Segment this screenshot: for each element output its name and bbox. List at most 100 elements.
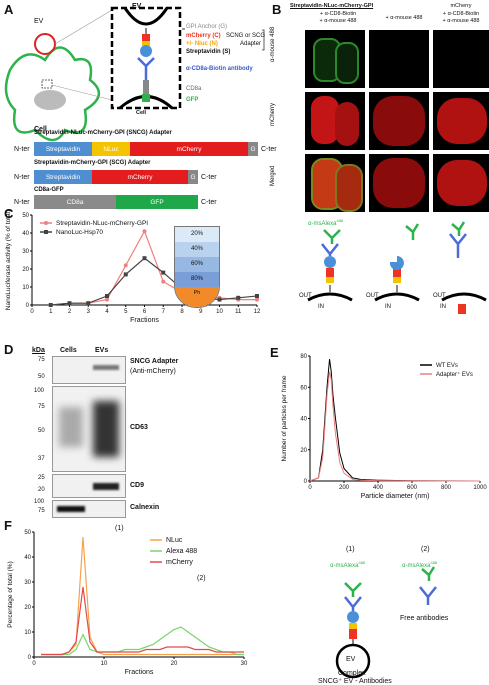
data-point	[105, 294, 109, 298]
seg-gpi-2: G	[188, 170, 198, 184]
nter-3: N-ter	[14, 199, 30, 206]
series-line-2	[41, 586, 244, 656]
construct-title-cd8a: CD8a-GFP	[34, 187, 64, 193]
d-m2-37: 37	[38, 456, 45, 462]
x-tick-label: 3	[87, 309, 91, 315]
construct-title-scg: Streptavidin-mCherry-GPI (SCG) Adapter	[34, 160, 151, 166]
x-tick-label: 6	[143, 309, 147, 315]
d-row4-label: Calnexin	[130, 504, 160, 511]
b-schematic	[307, 221, 487, 314]
series-line-1	[41, 626, 244, 656]
panel-label-c: C	[4, 206, 14, 221]
panel-label-d: D	[4, 342, 14, 357]
y-tick-label: 50	[24, 530, 31, 536]
b-row-label-1: α-mouse 488	[270, 26, 276, 62]
d-kda: kDa	[32, 347, 45, 354]
series-line-1	[309, 371, 480, 482]
adapter-label-2: Adapter	[240, 41, 262, 47]
mcherry-block	[142, 34, 150, 42]
b-in-1: IN	[318, 304, 324, 310]
series-line-1	[50, 257, 258, 306]
nucleus	[34, 90, 66, 110]
gradient-80: 80%	[175, 272, 219, 287]
b-row-label-2: mCherry	[270, 102, 276, 126]
cter-3: C-ter	[201, 199, 217, 206]
micro-r2-c2	[369, 92, 429, 150]
zoom-box	[41, 79, 53, 89]
legend-label: Adapter⁺ EVs	[436, 371, 473, 378]
data-point	[67, 301, 72, 306]
y-axis-label: Number of particles per frame	[281, 375, 288, 461]
micro-r2-c3	[433, 92, 489, 150]
panel-label-b: B	[272, 2, 282, 17]
d-row2-label: CD63	[130, 424, 148, 431]
y-tick-label: 40	[300, 417, 307, 423]
f-free-label: Free antibodies	[400, 615, 449, 622]
blot-cd9	[52, 474, 126, 498]
legend-label: mCherry	[166, 559, 193, 566]
cter-2: C-ter	[201, 174, 217, 181]
d-m3-25: 25	[38, 475, 45, 481]
f-complex-label-2: SNCG⁺ EV - Antibodies	[318, 678, 392, 685]
x-tick-label: 0	[32, 661, 36, 667]
legend-marker	[44, 221, 48, 225]
x-tick-label: 800	[441, 485, 452, 491]
d-m1-50: 50	[38, 374, 45, 380]
d-m1-75: 75	[38, 357, 45, 363]
gpi-label: GPI Anchor (G)	[186, 24, 228, 30]
x-axis-label: Particle diameter (nm)	[361, 493, 430, 500]
panel-label-e: E	[270, 345, 279, 360]
x-tick-label: 200	[339, 485, 350, 491]
panel-label-f: F	[4, 518, 12, 533]
blot-cd63	[52, 386, 126, 472]
x-tick-label: 10	[101, 661, 108, 667]
b-col2-sub: + α-mouse 488	[385, 15, 423, 21]
blot-calnexin	[52, 500, 126, 518]
cell-label: Cell	[34, 126, 47, 133]
d-m4-75: 75	[38, 508, 45, 514]
panel-label-a: A	[4, 2, 14, 17]
y-tick-label: 40	[24, 555, 31, 561]
x-tick-label: 11	[235, 309, 242, 315]
x-tick-label: 4	[105, 309, 109, 315]
x-tick-label: 5	[124, 309, 128, 315]
streptavidin-label: Streptavidin (S)	[186, 49, 231, 55]
b-row-label-3: Merged	[270, 165, 276, 186]
data-point	[161, 270, 166, 275]
ev-label: EV	[34, 18, 44, 25]
data-point	[142, 256, 147, 261]
seg-streptavidin-1: Streptavidin	[34, 142, 92, 156]
ev-circle	[34, 33, 56, 55]
d-m2-75: 75	[38, 404, 45, 410]
blot-sncg	[52, 356, 126, 384]
y-tick-label: 0	[26, 303, 30, 309]
b-col1-title: Streptavidin-NLuc-mCherry-GPI	[290, 3, 374, 9]
streptavidin-circle	[140, 45, 152, 57]
f-complex-label: Complex	[338, 670, 366, 677]
y-tick-label: 80	[300, 354, 307, 360]
seg-gpi-1: G	[248, 142, 258, 156]
antibody-shape	[137, 57, 155, 80]
nluc-label: +/- Nluc (N)	[186, 41, 218, 47]
x-tick-label: 9	[199, 309, 203, 315]
panel-a-diagram	[4, 6, 265, 142]
seg-mcherry-2: mCherry	[92, 170, 188, 184]
cter-1: C-ter	[261, 146, 277, 153]
y-tick-label: 10	[24, 630, 31, 636]
data-point	[105, 297, 109, 302]
seg-cd8a: CD8a	[34, 195, 116, 209]
y-tick-label: 20	[22, 267, 29, 273]
y-tick-label: 30	[22, 249, 29, 255]
x-axis-label: Fractions	[125, 669, 154, 676]
data-point	[48, 303, 53, 307]
x-tick-label: 2	[68, 309, 72, 315]
y-tick-label: 20	[24, 605, 31, 611]
gfp-block	[142, 94, 150, 102]
legend-label: Alexa 488	[166, 548, 197, 555]
b-col1-sub: + α-CD8-Biotin + α-mouse 488	[319, 11, 357, 24]
y-axis-label: NanoLuciferase activity (% of total)	[5, 210, 12, 310]
nluc-block	[142, 41, 150, 46]
density-gradient-tube: 20% 40% 60% 80% Ph	[174, 226, 220, 308]
y-axis-label: Percentage of total (%)	[7, 561, 14, 627]
